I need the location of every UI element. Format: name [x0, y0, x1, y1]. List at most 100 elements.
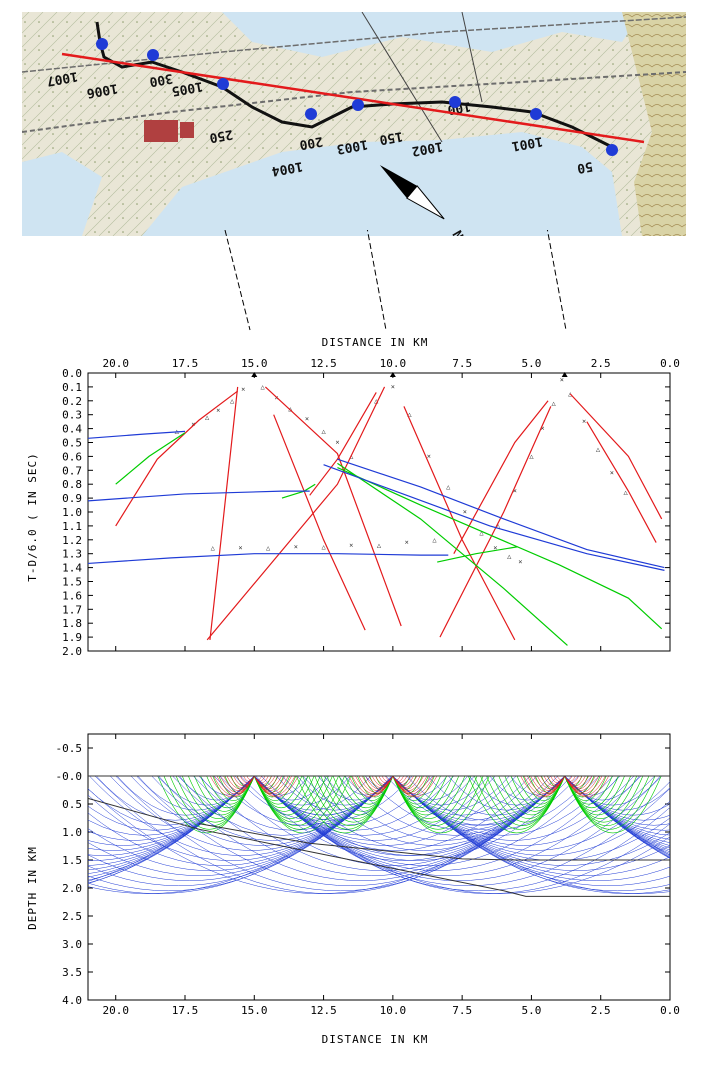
observed-point: ×: [582, 418, 586, 426]
tt-xtick-label: 12.5: [310, 357, 337, 370]
location-map: 1007 1006 300 1005 250 1004 200 1003 150 1002 100 1…: [21, 11, 687, 243]
observed-point: △: [496, 522, 501, 530]
ray-path: [88, 775, 394, 894]
station-marker: [305, 108, 317, 120]
tt-xtick-label: 20.0: [102, 357, 129, 370]
ray-path: [88, 775, 255, 884]
observed-point: △: [507, 552, 512, 560]
travel-time-curve: [403, 406, 516, 641]
ray-ytick-label: 2.5: [62, 910, 82, 923]
travel-time-curve: [337, 458, 665, 569]
ray-path: [564, 775, 670, 858]
station-marker: [449, 96, 461, 108]
travel-time-curve: [87, 553, 449, 565]
tt-ytick-label: 0.2: [62, 395, 82, 408]
map-road: [461, 11, 483, 103]
observed-point: ×: [191, 420, 195, 428]
map-town-block: [144, 120, 178, 142]
survey-track: [95, 21, 613, 149]
station-marker: [606, 144, 618, 156]
observed-point: ×: [518, 558, 522, 566]
tt-xtick-label: 5.0: [521, 357, 541, 370]
ray-path: [392, 775, 670, 887]
observed-point: △: [205, 413, 210, 421]
travel-time-curve: [586, 421, 657, 543]
observed-point: ×: [540, 425, 544, 433]
ray-path: [392, 775, 670, 851]
ray-ytick-label: 1.0: [62, 826, 82, 839]
connector-dashed-line: [546, 230, 567, 331]
ray-ytick-label: 3.5: [62, 966, 82, 979]
observed-point: ×: [241, 386, 245, 394]
observed-point: △: [374, 397, 379, 405]
tt-xtick-label: 2.5: [591, 357, 611, 370]
tt-ytick-label: 1.1: [62, 520, 82, 533]
tt-xtick-label: 10.0: [380, 357, 407, 370]
tt-frame: [87, 372, 671, 652]
ray-xtick-label: 12.5: [310, 1004, 337, 1017]
elevation-label: 1006: [85, 80, 119, 100]
observed-point: ×: [274, 394, 278, 402]
travel-time-curve: [569, 393, 663, 520]
station-marker: [96, 38, 108, 50]
station-marker: [530, 108, 542, 120]
travel-time-curve: [264, 386, 402, 627]
observed-point: △: [407, 411, 412, 419]
ray-path: [564, 775, 670, 856]
travel-time-curve: [439, 406, 552, 638]
travel-time-ylabel: T-D/6.0 ( IN SEC): [26, 452, 39, 582]
tt-xtick-label: 17.5: [172, 357, 199, 370]
ray-path: [254, 775, 315, 812]
tt-xtick-label: 15.0: [241, 357, 268, 370]
elevation-label: 200: [298, 133, 324, 152]
station-marker: [352, 99, 364, 111]
ray-path: [261, 775, 565, 856]
connector-dashed-line: [366, 230, 387, 331]
travel-time-curve: [437, 546, 518, 563]
observed-point: △: [479, 529, 484, 537]
ray-path: [254, 775, 670, 887]
elevation-label: 1002: [410, 138, 443, 158]
station-marker: [217, 78, 229, 90]
ray-ytick-label: -0.0: [56, 770, 83, 783]
ray-path: [392, 775, 670, 856]
ray-ylabel: DEPTH IN KM: [26, 846, 39, 930]
elevation-label: 300: [148, 70, 174, 89]
ray-path: [296, 775, 394, 833]
travel-time-curve: [209, 386, 239, 640]
tt-ytick-label: 0.6: [62, 450, 82, 463]
elevation-label: 1004: [270, 158, 304, 178]
ray-ytick-label: 2.0: [62, 882, 82, 895]
ray-path: [254, 775, 352, 833]
elevation-label: 1005: [170, 78, 203, 98]
tt-ytick-label: 1.2: [62, 534, 82, 547]
observed-point: △: [349, 452, 354, 460]
ray-path: [89, 775, 394, 856]
observed-point: △: [288, 405, 293, 413]
travel-time-xlabel: DISTANCE IN KM: [322, 336, 429, 349]
shot-marker: [251, 372, 258, 377]
ray-path: [564, 775, 670, 846]
map-town-block: [180, 122, 194, 138]
profile-line: [61, 52, 645, 144]
travel-time-chart: DISTANCE IN KM T-D/6.0 ( IN SEC) 20.0 17.…: [26, 336, 680, 658]
ray-xtick-label: 17.5: [172, 1004, 199, 1017]
ray-path: [564, 775, 670, 858]
ray-xtick-label: 15.0: [241, 1004, 268, 1017]
tt-ytick-label: 0.9: [62, 492, 82, 505]
tt-xtick-label: 7.5: [452, 357, 472, 370]
map-road: [361, 11, 443, 143]
travel-time-curve: [206, 386, 386, 641]
observed-point: △: [596, 445, 601, 453]
observed-point: △: [624, 489, 629, 497]
travel-time-curve: [337, 462, 568, 646]
travel-time-curve: [453, 400, 549, 554]
ray-trace-chart: DISTANCE IN KM DEPTH IN KM 20.0 17.5 15.0 1…: [26, 733, 680, 1046]
tt-ytick-label: 1.6: [62, 589, 82, 602]
tt-ytick-label: 1.7: [62, 603, 82, 616]
ray-xtick-label: 10.0: [380, 1004, 407, 1017]
station-marker: [147, 49, 159, 61]
observed-point: ×: [349, 541, 353, 549]
connector-dashed-line: [224, 230, 251, 331]
observed-point: ×: [560, 376, 564, 384]
